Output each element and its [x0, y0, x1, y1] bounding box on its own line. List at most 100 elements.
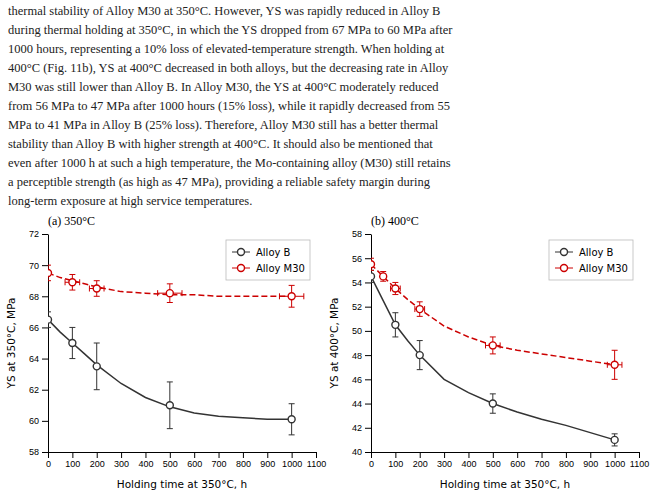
y-tick: 44 [352, 399, 371, 409]
x-tick: 100 [388, 452, 403, 469]
paragraph-line: thermal stability of Alloy M30 at 350°C.… [8, 4, 440, 18]
x-error-bar [390, 286, 400, 292]
legend-item: Alloy M30 [555, 263, 628, 274]
paragraph-line: 400°C (Fig. 11b), YS at 400°C decreased … [8, 61, 449, 75]
x-tick-mark [97, 452, 98, 458]
y-tick-label: 56 [352, 254, 362, 264]
x-tick-mark [493, 452, 494, 458]
y-error-bar [380, 272, 386, 282]
y-tick-label: 66 [29, 323, 39, 333]
x-tick: 0 [46, 452, 51, 469]
x-tick: 600 [510, 452, 525, 469]
legend-item: Alloy B [232, 247, 291, 258]
curve [371, 276, 615, 440]
x-tick: 1100 [630, 452, 649, 469]
x-tick: 700 [212, 452, 227, 469]
paragraph-line: during thermal holding at 350°C, in whic… [8, 23, 453, 37]
y-tick-mark [42, 421, 48, 422]
y-tick-label: 58 [29, 447, 39, 457]
y-tick: 60 [29, 416, 48, 426]
y-tick-mark [365, 404, 371, 405]
x-tick-label: 600 [510, 459, 525, 469]
x-error-bar [486, 342, 501, 348]
y-tick-mark [42, 327, 48, 328]
y-tick-mark [365, 331, 371, 332]
y-tick-label: 52 [352, 302, 362, 312]
x-error-bar [158, 290, 182, 296]
x-tick: 900 [583, 452, 598, 469]
legend-box [549, 240, 633, 280]
data-point [288, 293, 295, 300]
x-axis-title: Holding time at 350°C, h [440, 478, 570, 490]
x-tick-mark [72, 452, 73, 458]
x-tick: 1100 [307, 452, 326, 469]
point-series [371, 270, 618, 446]
x-tick-label: 800 [236, 459, 251, 469]
legend-label: Alloy B [579, 247, 614, 258]
x-tick: 500 [163, 452, 178, 469]
paragraph-line: a perceptible strength (as high as 47 MP… [8, 175, 431, 189]
y-error-bar [417, 341, 423, 370]
x-tick-mark [590, 452, 591, 458]
marks [371, 258, 622, 446]
legend-swatch [561, 265, 568, 272]
data-point [611, 361, 618, 368]
x-tick-label: 200 [90, 459, 105, 469]
legend-label: Alloy M30 [256, 263, 305, 274]
y-tick-label: 70 [29, 261, 39, 271]
data-point [380, 273, 387, 280]
data-point [611, 436, 618, 443]
x-error-bar [607, 362, 622, 368]
y-tick-mark [42, 265, 48, 266]
x-tick-label: 0 [46, 459, 51, 469]
legend-swatch [561, 249, 568, 256]
x-tick: 0 [369, 452, 374, 469]
x-tick: 700 [535, 452, 550, 469]
y-tick-label: 54 [352, 278, 362, 288]
x-tick-mark [395, 452, 396, 458]
x-tick-mark [292, 452, 293, 458]
y-error-bar [167, 382, 173, 429]
panel: 0100200300400500600700800900100011005860… [29, 229, 326, 469]
y-error-bar [69, 274, 75, 290]
legend-item: Alloy B [555, 247, 614, 258]
y-tick-label: 46 [352, 375, 362, 385]
x-tick-label: 200 [413, 459, 428, 469]
y-tick-mark [365, 452, 371, 453]
x-error-bar [89, 286, 104, 292]
y-error-bar [48, 265, 51, 281]
x-tick: 400 [138, 452, 153, 469]
y-tick-label: 48 [352, 350, 362, 360]
y-axis-title: YS at 400°C, MPa [328, 298, 340, 390]
x-tick-label: 500 [486, 459, 501, 469]
y-tick-mark [365, 428, 371, 429]
y-error-bar [48, 312, 51, 328]
x-tick: 1000 [282, 452, 302, 469]
y-tick-label: 68 [29, 292, 39, 302]
y-tick-mark [365, 307, 371, 308]
y-tick-label: 44 [352, 399, 362, 409]
data-point [371, 273, 375, 280]
y-error-bar [612, 434, 618, 446]
y-error-bar [167, 284, 173, 303]
x-tick-label: 100 [65, 459, 80, 469]
y-error-bar [392, 282, 398, 294]
x-tick-label: 300 [437, 459, 452, 469]
x-tick-mark [468, 452, 469, 458]
x-tick-mark [243, 452, 244, 458]
data-point [166, 402, 173, 409]
x-tick: 1000 [605, 452, 625, 469]
data-point [489, 400, 496, 407]
paragraph: thermal stability of Alloy M30 at 350°C.… [8, 4, 453, 208]
x-tick: 400 [461, 452, 476, 469]
y-tick-mark [365, 234, 371, 235]
x-tick-mark [170, 452, 171, 458]
x-tick-label: 1100 [630, 459, 649, 469]
data-point [93, 363, 100, 370]
x-error-bar [415, 306, 425, 312]
data-point [288, 416, 295, 423]
x-tick-label: 900 [583, 459, 598, 469]
x-tick-mark [542, 452, 543, 458]
x-tick-label: 100 [388, 459, 403, 469]
y-tick-label: 64 [29, 354, 39, 364]
